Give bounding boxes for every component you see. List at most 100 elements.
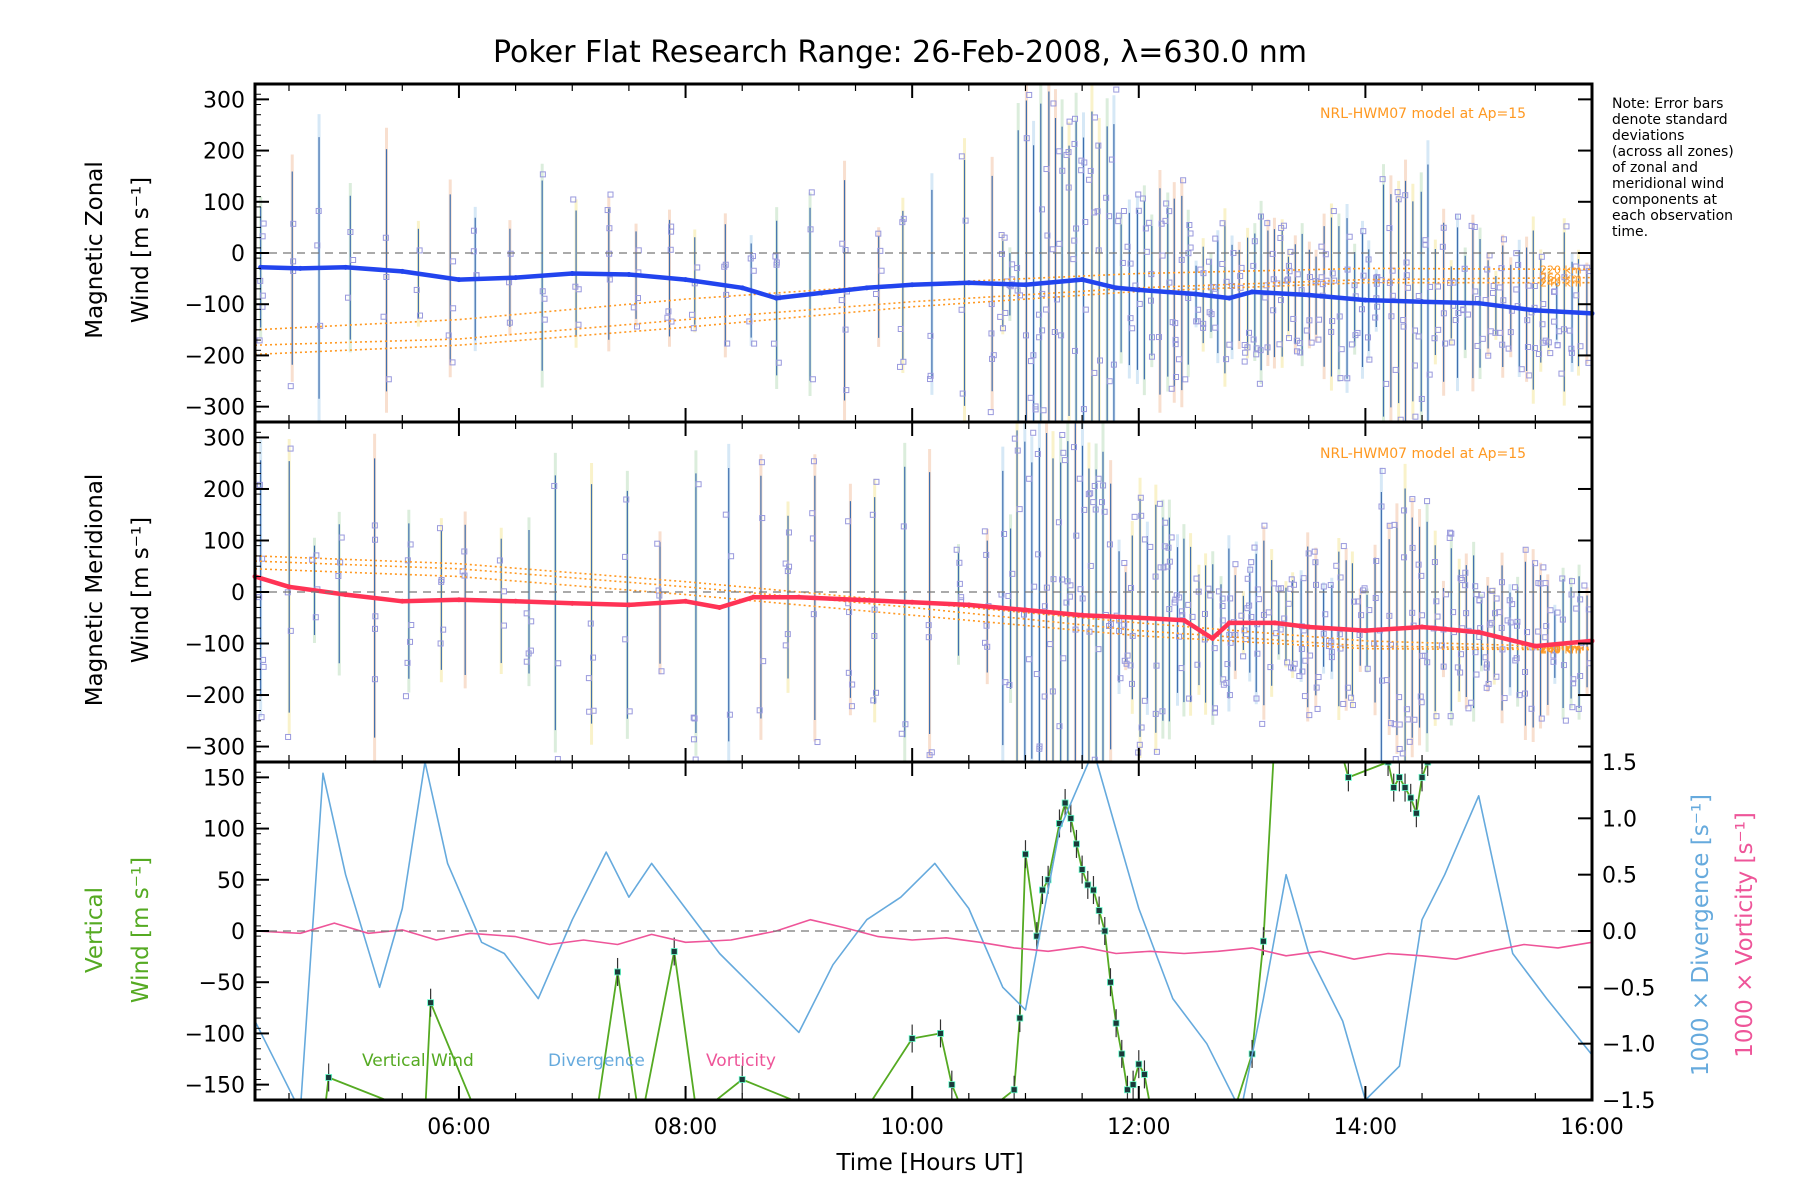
- zone-sample-marker: [1166, 208, 1173, 215]
- zone-sample-marker: [1489, 587, 1496, 594]
- zone-sample-marker: [1387, 641, 1394, 648]
- zone-sample-marker: [1493, 595, 1500, 602]
- zone-sample-marker: [1545, 339, 1552, 346]
- zone-sample-marker: [1312, 559, 1319, 566]
- y-tick-label: 50: [217, 869, 245, 894]
- zone-sample-marker: [1532, 560, 1539, 567]
- zone-sample-marker: [1097, 357, 1104, 364]
- zone-sample-marker: [809, 535, 816, 542]
- zone-sample-marker: [287, 445, 294, 452]
- zone-sample-marker: [1476, 597, 1483, 604]
- zone-sample-marker: [1058, 576, 1065, 583]
- zone-sample-marker: [953, 546, 960, 553]
- zone-sample-marker: [1418, 395, 1425, 402]
- vertical-wind-point: [1107, 978, 1114, 986]
- zone-sample-marker: [1404, 716, 1411, 723]
- mean-wind-point: [1079, 277, 1085, 283]
- zone-sample-marker: [1187, 244, 1194, 251]
- zone-sample-marker: [987, 409, 994, 416]
- zone-sample-marker: [1138, 512, 1145, 519]
- zone-sample-marker: [839, 240, 846, 247]
- zone-sample-marker: [551, 482, 558, 489]
- zone-sample-marker: [1141, 697, 1148, 704]
- zone-sample-marker: [1153, 748, 1160, 755]
- zone-sample-marker: [807, 226, 814, 233]
- zone-sample-marker: [1036, 311, 1043, 318]
- zone-sample-marker: [1560, 662, 1567, 669]
- zone-sample-marker: [1211, 709, 1218, 716]
- zone-sample-marker: [1328, 328, 1335, 335]
- zone-sample-marker: [997, 313, 1004, 320]
- vertical-wind-point: [948, 1081, 956, 1089]
- zone-sample-marker: [760, 658, 767, 665]
- zone-sample-marker: [1563, 223, 1570, 230]
- zone-sample-marker: [1440, 224, 1447, 231]
- zone-sample-marker: [1394, 189, 1401, 196]
- zone-sample-marker: [1106, 541, 1113, 548]
- zone-sample-marker: [507, 250, 514, 257]
- zone-sample-marker: [1442, 340, 1449, 347]
- zone-sample-marker: [541, 316, 548, 323]
- zone-sample-marker: [350, 257, 357, 264]
- zone-sample-marker: [1356, 631, 1363, 638]
- zone-sample-marker: [1306, 274, 1313, 281]
- zone-sample-marker: [1060, 655, 1067, 662]
- model-height-label: 220 km: [1540, 263, 1582, 276]
- zone-sample-marker: [1542, 634, 1549, 641]
- vertical-wind-point: [937, 1030, 944, 1037]
- zone-sample-marker: [1338, 346, 1345, 353]
- zone-sample-marker: [1115, 212, 1122, 219]
- zone-sample-marker: [1501, 695, 1508, 702]
- zone-sample-marker: [1163, 200, 1170, 207]
- zone-sample-marker: [1431, 559, 1438, 566]
- zone-sample-marker: [1404, 284, 1411, 291]
- zone-sample-marker: [1212, 324, 1219, 331]
- zone-sample-marker: [1448, 530, 1455, 537]
- vertical-wind-point: [1418, 773, 1426, 781]
- mean-wind-point: [1532, 307, 1538, 313]
- zone-sample-marker: [314, 242, 321, 249]
- zone-sample-marker: [372, 536, 379, 543]
- zone-sample-marker: [1535, 580, 1542, 587]
- mean-wind-point: [1181, 617, 1187, 623]
- zone-sample-marker: [1387, 720, 1394, 727]
- meridional-model-annotation: NRL-HWM07 model at Ap=15: [1320, 446, 1526, 462]
- zone-sample-marker: [1360, 228, 1367, 235]
- zone-sample-marker: [1033, 671, 1040, 678]
- mean-wind-point: [1419, 299, 1425, 305]
- zone-sample-marker: [665, 308, 672, 315]
- zone-sample-marker: [1014, 265, 1021, 272]
- zone-sample-marker: [1255, 596, 1262, 603]
- zone-sample-marker: [1483, 684, 1490, 691]
- mean-wind-point: [513, 275, 519, 281]
- zone-sample-marker: [1256, 380, 1263, 387]
- zone-sample-marker: [1461, 265, 1468, 272]
- zone-sample-marker: [1577, 672, 1584, 679]
- zone-sample-marker: [1573, 292, 1580, 299]
- zone-sample-marker: [927, 332, 934, 339]
- zone-sample-marker: [1440, 663, 1447, 670]
- zone-sample-marker: [1568, 578, 1575, 585]
- zone-sample-marker: [1120, 208, 1127, 215]
- zone-sample-marker: [1561, 274, 1568, 281]
- zone-sample-marker: [988, 301, 995, 308]
- vertical-wind-point: [1067, 814, 1075, 822]
- zone-sample-marker: [843, 387, 850, 394]
- zone-sample-marker: [1091, 209, 1098, 216]
- zone-sample-marker: [1560, 326, 1567, 333]
- zone-sample-marker: [1392, 366, 1399, 373]
- zone-sample-marker: [1547, 607, 1554, 614]
- mean-wind-point: [683, 598, 689, 604]
- zone-sample-marker: [1078, 167, 1085, 174]
- zone-sample-marker: [1091, 482, 1098, 489]
- zone-sample-marker: [1296, 340, 1303, 347]
- vertical-wind-point: [1010, 1086, 1018, 1094]
- zone-sample-marker: [1314, 705, 1321, 712]
- zone-sample-marker: [1298, 646, 1305, 653]
- zonal-wind-series: [258, 264, 1595, 316]
- zone-sample-marker: [1396, 745, 1403, 752]
- mean-wind-point: [1192, 291, 1198, 297]
- y-tick-label: 300: [203, 88, 245, 113]
- zone-sample-marker: [1434, 613, 1441, 620]
